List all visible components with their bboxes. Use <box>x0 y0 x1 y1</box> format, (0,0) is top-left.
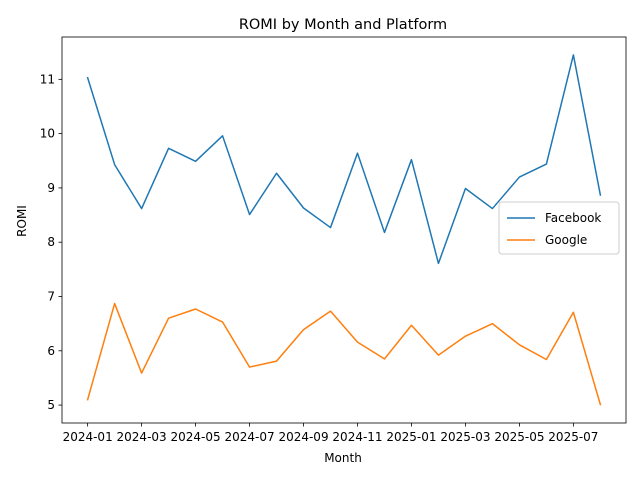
x-tick-label: 2025-05 <box>494 430 544 444</box>
x-tick-label: 2024-09 <box>278 430 328 444</box>
y-tick-label: 11 <box>40 72 55 86</box>
plot-frame <box>61 36 627 424</box>
legend-label-google: Google <box>545 233 587 247</box>
y-tick-label: 10 <box>40 127 55 141</box>
y-tick-label: 7 <box>47 290 55 304</box>
x-axis-label: Month <box>324 451 362 465</box>
series-line-facebook <box>86 54 602 265</box>
plot-area <box>86 54 602 406</box>
y-tick-label: 6 <box>47 344 55 358</box>
legend-box <box>498 201 620 255</box>
x-tick-label: 2025-01 <box>386 430 436 444</box>
x-tick-label: 2025-03 <box>440 430 490 444</box>
y-tick-label: 8 <box>47 235 55 249</box>
x-tick-label: 2024-11 <box>332 430 382 444</box>
series-line-google <box>86 302 602 406</box>
chart-title: ROMI by Month and Platform <box>239 17 447 33</box>
y-axis-label: ROMI <box>15 205 29 237</box>
x-tick-label: 2024-07 <box>224 430 274 444</box>
x-tick-label: 2024-01 <box>63 430 113 444</box>
axes: 2024-01 2024-03 2024-05 2024-07 2024-09 2024-… <box>40 36 627 444</box>
y-tick-label: 5 <box>47 398 55 412</box>
legend: Facebook Google <box>498 201 620 255</box>
legend-label-facebook: Facebook <box>545 211 601 225</box>
y-tick-label: 9 <box>47 181 55 195</box>
x-tick-label: 2025-07 <box>548 430 598 444</box>
x-tick-label: 2024-05 <box>171 430 221 444</box>
x-tick-label: 2024-03 <box>117 430 167 444</box>
